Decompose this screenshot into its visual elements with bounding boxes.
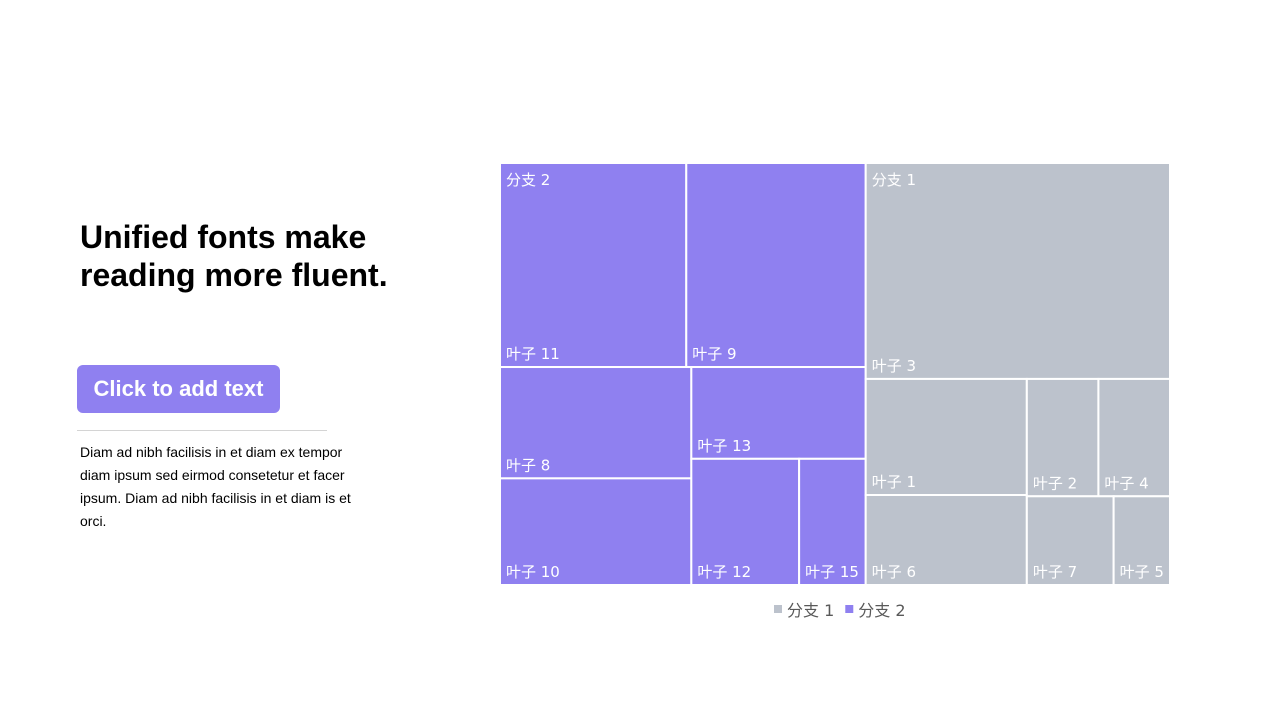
legend-label: 分支 2 (858, 601, 905, 620)
legend-swatch (774, 605, 782, 613)
leaf-label: 叶子 8 (506, 456, 550, 474)
treemap-leaf (864, 493, 1028, 587)
treemap-leaf (690, 457, 801, 586)
leaf-label: 叶子 15 (805, 563, 859, 581)
heading: Unified fonts make reading more fluent. (80, 219, 388, 293)
treemap-leaf (499, 162, 688, 369)
divider (77, 430, 327, 431)
treemap-leaf (864, 162, 1171, 380)
legend-label: 分支 1 (787, 601, 834, 620)
leaf-label: 叶子 12 (697, 563, 751, 581)
leaf-label: 叶子 13 (697, 437, 751, 455)
leaf-label: 叶子 2 (1033, 474, 1077, 492)
treemap-leaf (1025, 377, 1100, 498)
leaf-label: 叶子 1 (872, 473, 916, 491)
leaf-label: 叶子 3 (872, 357, 916, 375)
leaf-label: 叶子 10 (506, 563, 560, 581)
branch-label: 分支 2 (506, 171, 550, 189)
treemap-leaf (1112, 495, 1171, 586)
leaf-label: 叶子 9 (692, 345, 736, 363)
treemap-leaf (499, 477, 693, 587)
leaf-label: 叶子 5 (1120, 563, 1164, 581)
leaf-label: 叶子 6 (872, 563, 916, 581)
add-text-button[interactable]: Click to add text (77, 365, 280, 413)
leaf-label: 叶子 4 (1104, 474, 1148, 492)
treemap-leaf (798, 457, 867, 586)
body-text: Diam ad nibh facilisis in et diam ex tem… (80, 444, 351, 529)
legend-swatch (845, 605, 854, 613)
treemap-leaf (1097, 377, 1171, 498)
branch-label: 分支 1 (872, 171, 916, 189)
treemap-leaf (1025, 495, 1115, 586)
leaf-label: 叶子 7 (1033, 563, 1077, 581)
treemap-leaf (685, 162, 867, 369)
treemap-leaf (690, 366, 867, 460)
treemap-leaf (499, 366, 693, 480)
leaf-label: 叶子 11 (506, 345, 560, 363)
